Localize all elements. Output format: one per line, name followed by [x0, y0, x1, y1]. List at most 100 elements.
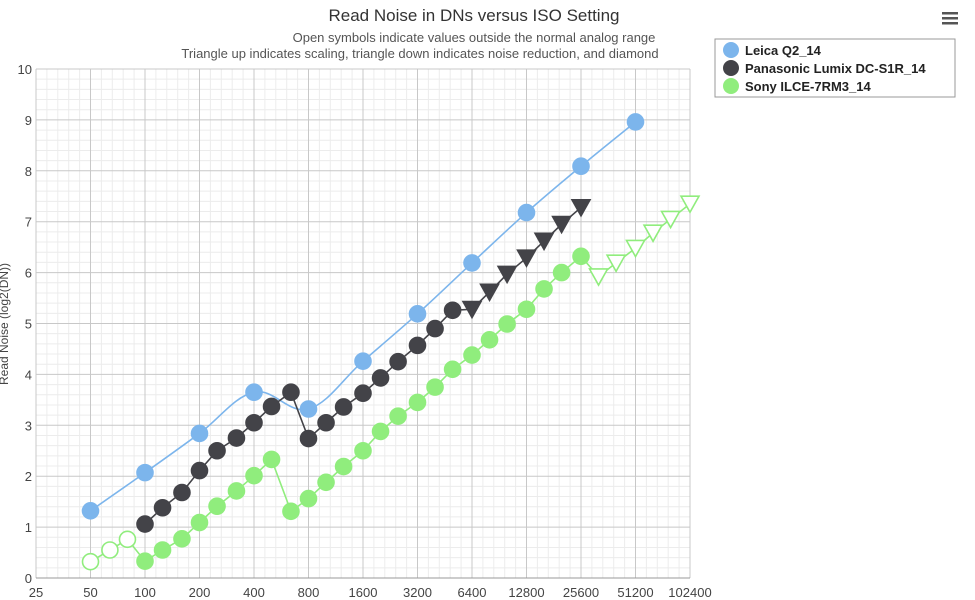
legend[interactable]: Leica Q2_14 Panasonic Lumix DC-S1R_14 Sony… [714, 38, 956, 98]
data-point[interactable] [626, 113, 645, 131]
data-point[interactable] [426, 378, 444, 396]
x-tick-label: 51200 [617, 585, 653, 600]
data-point-triangle[interactable] [496, 265, 518, 285]
data-point[interactable] [334, 457, 353, 476]
legend-marker[interactable] [723, 78, 739, 94]
data-point[interactable] [208, 497, 226, 516]
legend-marker[interactable] [723, 42, 739, 58]
data-point[interactable] [245, 383, 263, 402]
chart-subtitle-line-2: Triangle up indicates scaling, triangle … [181, 46, 658, 61]
chart-title: Read Noise in DNs versus ISO Setting [328, 6, 619, 25]
x-tick-label: 100 [134, 585, 156, 600]
y-tick-label: 2 [25, 469, 32, 484]
data-point-triangle[interactable] [551, 215, 572, 235]
x-tick-label: 102400 [668, 585, 711, 600]
legend-item-label[interactable]: Sony ILCE-7RM3_14 [745, 79, 871, 94]
legend-box [714, 38, 956, 98]
data-point-triangle[interactable] [461, 300, 483, 320]
data-point-triangle[interactable] [516, 249, 537, 268]
data-point-triangle[interactable] [625, 239, 646, 259]
data-point[interactable] [572, 247, 590, 266]
data-point[interactable] [334, 398, 353, 416]
data-point[interactable] [317, 473, 335, 492]
data-point-triangle[interactable] [679, 195, 701, 214]
data-point[interactable] [262, 450, 281, 469]
y-tick-label: 0 [25, 571, 32, 586]
data-point[interactable] [408, 336, 427, 355]
data-point[interactable] [426, 319, 444, 338]
x-tick-label: 800 [298, 585, 320, 600]
data-point[interactable] [173, 530, 191, 548]
data-point[interactable] [354, 441, 372, 460]
data-point[interactable] [371, 369, 390, 387]
data-point[interactable] [173, 483, 191, 502]
data-point[interactable] [463, 346, 481, 364]
data-point[interactable] [245, 413, 263, 432]
x-tick-label: 3200 [403, 585, 432, 600]
data-point[interactable] [153, 541, 172, 559]
y-tick-label: 3 [25, 418, 32, 433]
y-tick-label: 4 [25, 367, 32, 382]
data-point[interactable] [389, 407, 407, 425]
data-point[interactable] [282, 502, 300, 521]
series-1 [81, 113, 645, 520]
data-point[interactable] [118, 530, 137, 549]
data-point[interactable] [480, 330, 499, 349]
data-point[interactable] [190, 424, 209, 443]
data-point[interactable] [81, 552, 100, 571]
data-point[interactable] [208, 441, 226, 460]
data-point[interactable] [354, 352, 372, 370]
data-point-triangle[interactable] [479, 283, 500, 302]
data-point[interactable] [136, 552, 154, 571]
legend-item-label[interactable]: Leica Q2_14 [745, 43, 822, 58]
data-point[interactable] [282, 383, 300, 402]
legend-item-label[interactable]: Panasonic Lumix DC-S1R_14 [745, 61, 926, 76]
data-point[interactable] [153, 498, 172, 517]
data-point[interactable] [245, 466, 263, 485]
data-point-triangle[interactable] [660, 210, 681, 230]
x-tick-label: 50 [83, 585, 97, 600]
series-2 [136, 198, 592, 533]
data-point[interactable] [517, 300, 536, 319]
data-point-triangle[interactable] [533, 232, 555, 252]
data-point[interactable] [190, 513, 209, 532]
data-point[interactable] [517, 203, 536, 222]
legend-marker[interactable] [723, 60, 739, 76]
data-point[interactable] [317, 413, 335, 432]
data-point[interactable] [227, 429, 246, 447]
data-point[interactable] [136, 515, 154, 533]
data-point-triangle[interactable] [588, 268, 609, 287]
data-point-triangle[interactable] [642, 224, 664, 243]
data-point[interactable] [81, 502, 100, 520]
data-point[interactable] [443, 301, 462, 320]
data-point[interactable] [299, 429, 318, 448]
data-point[interactable] [498, 315, 516, 333]
data-point[interactable] [389, 352, 407, 371]
data-point[interactable] [101, 541, 119, 559]
data-point[interactable] [299, 489, 318, 508]
data-point[interactable] [371, 422, 390, 441]
data-point[interactable] [227, 482, 246, 500]
data-point[interactable] [535, 280, 553, 298]
data-point-triangle[interactable] [570, 198, 592, 218]
data-point[interactable] [552, 263, 571, 282]
chart-subtitle-line-1: Open symbols indicate values outside the… [293, 30, 656, 45]
data-point[interactable] [463, 254, 481, 272]
data-point-triangle[interactable] [605, 254, 627, 273]
x-tick-label: 400 [243, 585, 265, 600]
data-point[interactable] [443, 360, 462, 379]
data-point[interactable] [572, 157, 590, 176]
data-point[interactable] [299, 400, 318, 418]
data-point[interactable] [408, 305, 427, 323]
labels-layer: Read Noise in DNs versus ISO Setting Ope… [0, 6, 712, 600]
data-point[interactable] [190, 461, 209, 480]
y-tick-label: 10 [18, 62, 32, 77]
hamburger-menu-icon[interactable] [935, 6, 965, 30]
data-point[interactable] [136, 463, 154, 482]
y-tick-label: 6 [25, 266, 32, 281]
x-tick-label: 1600 [349, 585, 378, 600]
data-point[interactable] [354, 384, 372, 403]
y-tick-label: 7 [25, 215, 32, 230]
data-point[interactable] [262, 397, 281, 416]
data-point[interactable] [408, 393, 427, 412]
